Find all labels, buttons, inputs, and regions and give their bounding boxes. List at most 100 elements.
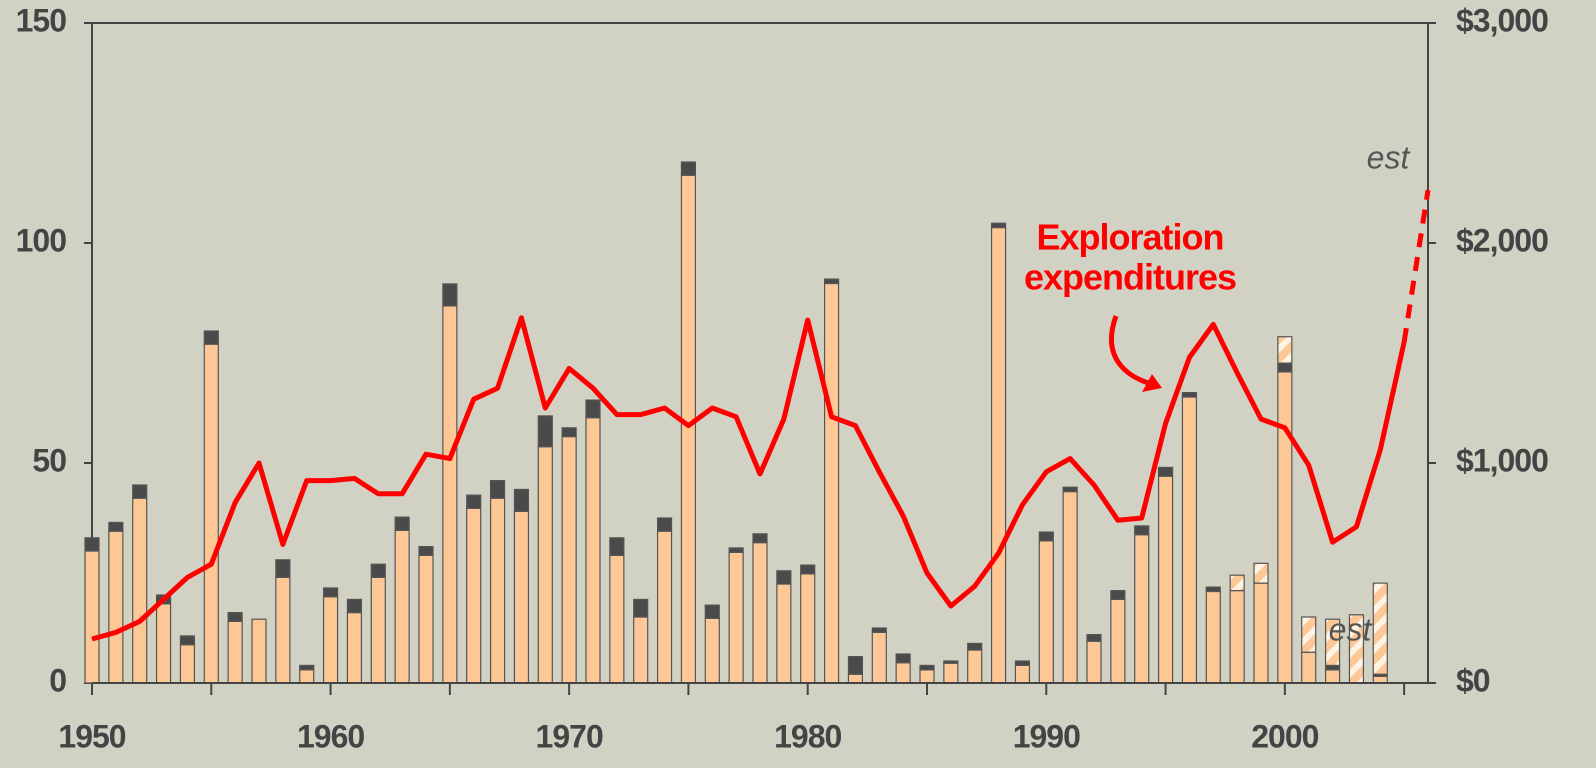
bar-segment xyxy=(1110,598,1126,684)
bar-segment xyxy=(1205,586,1221,593)
bar-segment xyxy=(633,598,649,618)
bar-segment xyxy=(394,516,410,531)
bar-segment xyxy=(346,611,363,684)
bar-segment xyxy=(442,283,458,307)
y2-tick-label: $0 xyxy=(1456,662,1490,698)
y2-tick-label: $3,000 xyxy=(1456,2,1548,38)
y-tick-label: 100 xyxy=(16,222,67,258)
bar-segment xyxy=(1157,466,1174,477)
bar-segment xyxy=(108,521,124,532)
bar-segment xyxy=(299,669,315,684)
bar-segment xyxy=(537,415,553,448)
bar-segment xyxy=(728,547,744,553)
bar-segment xyxy=(84,537,100,552)
annotation: est xyxy=(1367,139,1411,175)
bar-segment xyxy=(943,660,959,664)
bar-segment xyxy=(776,583,792,684)
bar-segment xyxy=(108,530,124,684)
bar-segment xyxy=(275,576,291,684)
bar-segment xyxy=(561,436,577,684)
bar-segment xyxy=(203,330,219,345)
bar-segment xyxy=(203,343,219,684)
bar-segment xyxy=(895,662,911,684)
bar-segment xyxy=(322,587,339,598)
bar-segment xyxy=(990,222,1007,229)
estimate-bar-segment xyxy=(1301,616,1317,653)
bar-segment xyxy=(322,596,339,684)
x-tick-label: 1990 xyxy=(1013,718,1080,754)
bar-segment xyxy=(1253,582,1269,684)
bar-segment xyxy=(513,510,530,684)
bar-segment xyxy=(967,649,983,684)
bar-segment xyxy=(489,480,506,499)
bar-segment xyxy=(1157,475,1174,684)
bar-segment xyxy=(1038,531,1054,542)
bar-segment xyxy=(1014,664,1031,684)
bar-segment xyxy=(179,644,196,684)
bar-segment xyxy=(728,551,744,684)
estimate-bar-segment xyxy=(1229,574,1245,592)
bar-segment xyxy=(1301,651,1317,684)
bar-segment xyxy=(919,669,935,684)
bar-segment xyxy=(776,570,792,585)
bar-segment xyxy=(1062,491,1078,684)
bar-segment xyxy=(656,517,673,532)
estimate-bar-segment xyxy=(1372,582,1388,675)
bar-segment xyxy=(919,664,935,671)
bar-segment xyxy=(466,507,482,684)
y-tick-label: 0 xyxy=(49,662,66,698)
bar-segment xyxy=(990,227,1007,684)
bar-segment xyxy=(1277,371,1293,684)
bar-segment xyxy=(1038,540,1054,684)
bar-segment xyxy=(1086,633,1102,642)
estimate-bar-segment xyxy=(1277,336,1293,364)
bar-segment xyxy=(1229,589,1245,684)
y-tick-label: 50 xyxy=(32,442,66,478)
bar-segment xyxy=(871,631,887,684)
bar-segment xyxy=(1014,660,1031,667)
bar-segment xyxy=(847,655,864,675)
bar-segment xyxy=(227,611,243,622)
bar-segment xyxy=(967,642,983,651)
bar-segment xyxy=(346,598,363,614)
bar-segment xyxy=(227,620,243,684)
bar-segment xyxy=(656,530,673,684)
bar-segment xyxy=(823,282,840,684)
bar-segment xyxy=(847,673,864,684)
annotation: Exploration xyxy=(1036,217,1223,258)
plot-area: 0 50 100 150 $0 $1,000 $2,000 $3,000 1950 1960 197… xyxy=(16,2,1549,754)
bar-segment xyxy=(704,604,720,619)
annotation: expenditures xyxy=(1024,257,1236,298)
bar-segment xyxy=(1086,640,1102,684)
bar-segment xyxy=(155,603,172,684)
line xyxy=(91,315,1407,642)
bar-segment xyxy=(132,497,148,684)
bar-segment xyxy=(179,635,196,646)
bar-segment xyxy=(251,618,267,684)
bar-segment xyxy=(680,161,697,176)
bar-segment xyxy=(823,278,840,285)
bar-segment xyxy=(585,399,601,419)
bar-segment xyxy=(394,529,410,684)
bar-segment xyxy=(609,537,625,556)
bar-segment xyxy=(132,484,148,499)
bar-segment xyxy=(1062,486,1078,493)
bar-segment xyxy=(1205,590,1221,684)
bar-segment xyxy=(442,305,458,684)
bar-segment xyxy=(752,533,768,544)
bar-segment xyxy=(1110,589,1126,600)
bar-segment xyxy=(1324,669,1341,684)
bar-segment xyxy=(299,664,315,671)
bar-segment xyxy=(1134,534,1150,684)
estimate-bar-segment xyxy=(1253,562,1269,584)
estimate-line xyxy=(1401,189,1431,343)
bar-segment xyxy=(943,662,959,684)
bar-segment xyxy=(1181,392,1198,398)
x-tick-label: 2000 xyxy=(1251,718,1318,754)
bar-segment xyxy=(585,417,601,684)
bar-segment xyxy=(752,542,768,684)
bar-segment xyxy=(1277,362,1293,373)
bar-segment xyxy=(84,550,100,684)
bar-segment xyxy=(489,497,506,684)
